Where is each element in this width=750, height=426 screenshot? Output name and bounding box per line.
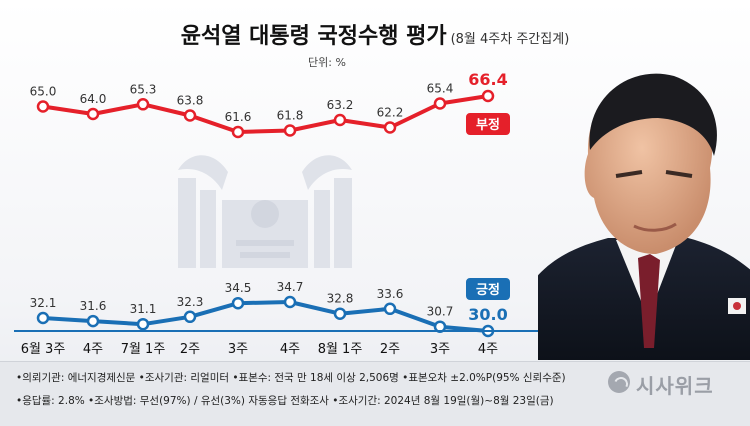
positive-point (383, 302, 397, 316)
x-tick-label: 2주 (380, 342, 400, 357)
title-main: 윤석열 대통령 국정수행 평가 (180, 24, 447, 49)
negative-point (183, 109, 197, 122)
negative-point (36, 100, 50, 113)
positive-value-label: 31.6 (80, 299, 107, 313)
positive-value-label: 32.1 (30, 296, 57, 310)
positive-value-label: 34.7 (277, 280, 304, 294)
positive-point (283, 295, 297, 309)
sisaweek-logo: 시사위크 (608, 369, 738, 398)
positive-point (333, 307, 347, 320)
positive-value-label: 33.6 (377, 287, 404, 301)
x-tick-label: 4주 (83, 342, 103, 357)
series-positive: 32.1 31.6 31.1 32.3 34.5 34.7 32.8 33.6 30.7 30.0… (30, 278, 510, 338)
logo-icon (608, 371, 630, 393)
unit-label: 단위: % (308, 56, 346, 69)
positive-value-label: 34.5 (225, 281, 252, 295)
negative-value-label: 64.0 (80, 92, 107, 106)
negative-value-label: 66.4 (468, 70, 507, 89)
x-tick-label: 6월 3주 (21, 342, 66, 357)
x-tick-label: 3주 (228, 342, 248, 357)
negative-value-label: 61.8 (277, 109, 304, 123)
positive-legend-label: 긍정 (476, 282, 500, 298)
positive-point (86, 314, 100, 328)
negative-point (86, 107, 100, 121)
negative-point (481, 89, 495, 103)
series-negative: 65.0 64.0 65.3 63.8 61.6 61.8 63.2 62.2 65.4 66.4… (30, 70, 510, 139)
portrait-image (538, 73, 750, 360)
x-tick-label: 8월 1주 (318, 342, 363, 357)
x-tick-label: 4주 (280, 342, 300, 357)
negative-value-label: 62.2 (377, 106, 404, 120)
footer-line-2: •응답률: 2.8% •조사방법: 무선(97%) / 유선(3%) 자동응답 … (16, 395, 554, 407)
x-tick-label: 2주 (180, 342, 200, 357)
emblem-watermark (178, 155, 352, 268)
positive-line (42, 300, 489, 333)
positive-point (136, 317, 150, 331)
x-tick-label: 4주 (478, 342, 498, 357)
positive-legend-badge (466, 278, 510, 300)
president-photo (538, 58, 750, 360)
negative-value-label: 65.4 (427, 82, 454, 96)
negative-legend-badge (466, 113, 510, 135)
positive-value-label: 32.8 (327, 292, 354, 306)
positive-value-label: 31.1 (130, 302, 157, 316)
negative-value-label: 65.0 (30, 85, 57, 99)
positive-point (231, 296, 245, 310)
negative-value-label: 65.3 (130, 82, 157, 96)
negative-point (231, 125, 245, 139)
negative-value-label: 63.8 (177, 94, 204, 108)
positive-value-label: 30.7 (427, 305, 454, 319)
x-tick-label: 3주 (430, 342, 450, 357)
negative-point (283, 124, 297, 137)
negative-value-label: 61.6 (225, 110, 252, 124)
logo-text: 시사위크 (636, 374, 714, 398)
negative-point (333, 113, 347, 127)
negative-legend-label: 부정 (476, 117, 500, 133)
negative-point (136, 98, 150, 111)
negative-line (42, 94, 489, 134)
negative-point (433, 97, 447, 110)
chart-title: 윤석열 대통령 국정수행 평가 (8월 4주차 주간집계) (0, 18, 750, 50)
title-sub: (8월 4주차 주간집계) (450, 32, 570, 47)
positive-value-label: 30.0 (468, 305, 507, 324)
positive-point (183, 310, 197, 324)
x-tick-label: 7월 1주 (121, 342, 166, 357)
footer-line-1: •의뢰기관: 에너지경제신문 •조사기관: 리얼미터 •표본수: 전국 만 18… (16, 372, 566, 384)
x-axis: 6월 3주 4주 7월 1주 2주 3주 4주 8월 1주 2주 3주 4주 (14, 330, 540, 357)
negative-point (383, 121, 397, 134)
positive-point (36, 311, 50, 325)
positive-value-label: 32.3 (177, 295, 204, 309)
negative-value-label: 63.2 (327, 98, 354, 112)
